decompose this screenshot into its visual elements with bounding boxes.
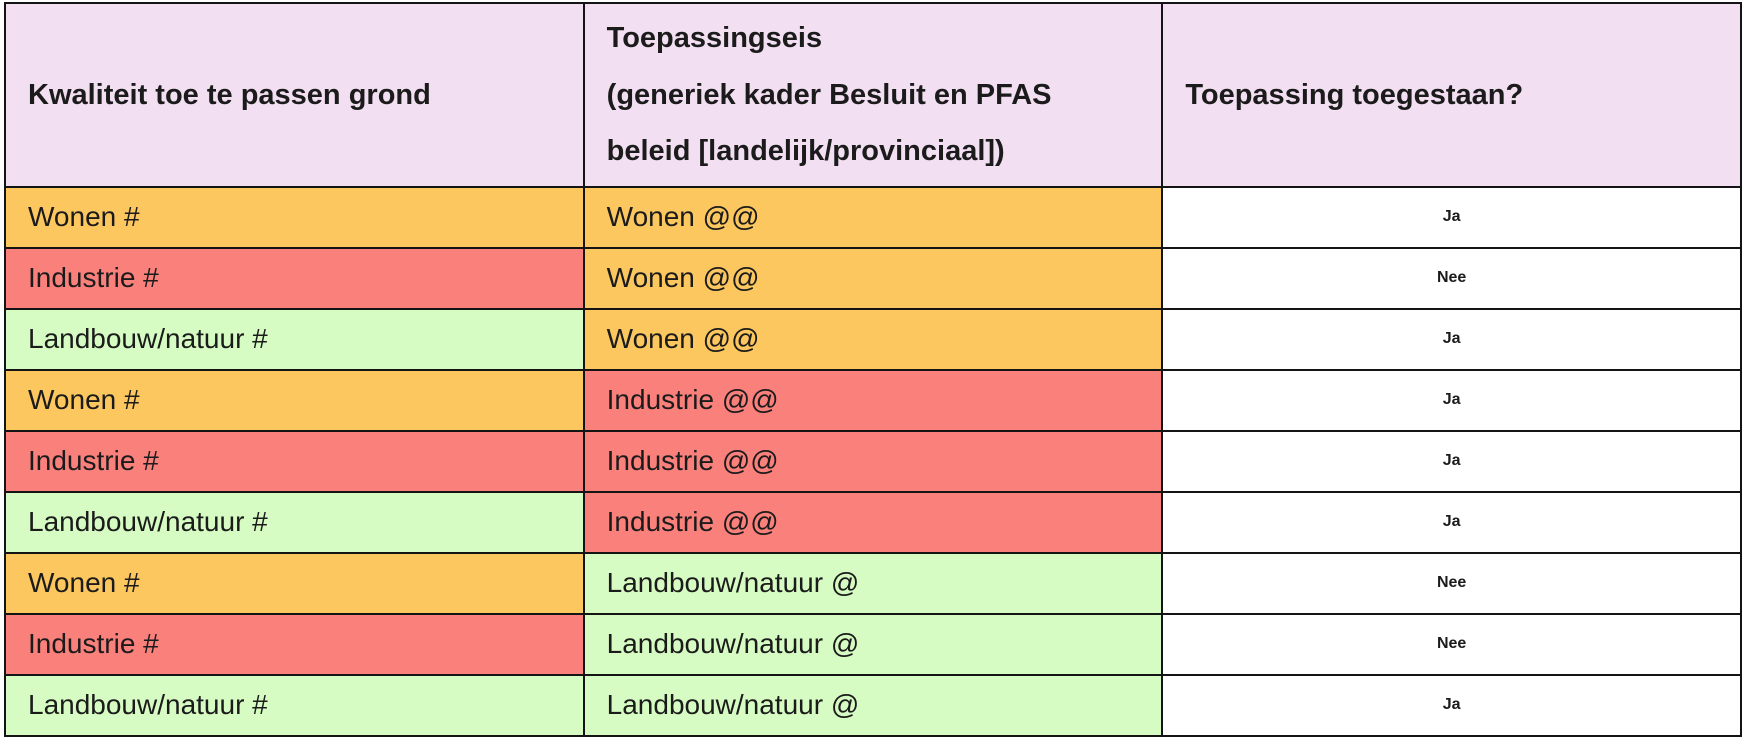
toepassing-toegestaan-cell: Ja [1161,673,1742,737]
kwaliteit-grond-cell: Industrie # [4,246,585,310]
toepassing-toegestaan-cell: Nee [1161,612,1742,676]
table-row: Landbouw/natuur # Wonen @@ Ja [4,307,1742,371]
toepassingseis-cell: Wonen @@ [582,307,1164,371]
toepassing-toegestaan-cell: Nee [1161,551,1742,615]
toepassingseis-cell: Wonen @@ [582,185,1164,249]
kwaliteit-grond-cell: Landbouw/natuur # [4,490,585,554]
table-row: Wonen # Landbouw/natuur @ Nee [4,551,1742,615]
toepassingseis-cell: Landbouw/natuur @ [582,612,1164,676]
column-header-kwaliteit-grond: Kwaliteit toe te passen grond [4,2,585,188]
table-row: Industrie # Wonen @@ Nee [4,246,1742,310]
kwaliteit-grond-cell: Landbouw/natuur # [4,307,585,371]
kwaliteit-grond-cell: Wonen # [4,185,585,249]
toepassing-toegestaan-cell: Ja [1161,307,1742,371]
kwaliteit-grond-cell: Wonen # [4,368,585,432]
toepassingseis-cell: Industrie @@ [582,368,1164,432]
table-row: Industrie # Landbouw/natuur @ Nee [4,612,1742,676]
kwaliteit-grond-cell: Wonen # [4,551,585,615]
table-row: Wonen # Industrie @@ Ja [4,368,1742,432]
toepassingseis-cell: Landbouw/natuur @ [582,551,1164,615]
kwaliteit-grond-cell: Landbouw/natuur # [4,673,585,737]
table-row: Landbouw/natuur # Industrie @@ Ja [4,490,1742,554]
toepassing-toegestaan-cell: Nee [1161,246,1742,310]
toepassingseis-cell: Industrie @@ [582,429,1164,493]
soil-application-rules-table: Kwaliteit toe te passen grond Toepassing… [4,2,1742,737]
table-body: Wonen # Wonen @@ Ja Industrie # Wonen @@ Nee L… [4,185,1742,737]
toepassingseis-cell: Wonen @@ [582,246,1164,310]
kwaliteit-grond-cell: Industrie # [4,612,585,676]
toepassing-toegestaan-cell: Ja [1161,368,1742,432]
column-header-toepassing-toegestaan: Toepassing toegestaan? [1161,2,1742,188]
table-row: Industrie # Industrie @@ Ja [4,429,1742,493]
table-row: Landbouw/natuur # Landbouw/natuur @ Ja [4,673,1742,737]
toepassing-toegestaan-cell: Ja [1161,429,1742,493]
toepassing-toegestaan-cell: Ja [1161,185,1742,249]
toepassing-toegestaan-cell: Ja [1161,490,1742,554]
table-row: Wonen # Wonen @@ Ja [4,185,1742,249]
header-row: Kwaliteit toe te passen grond Toepassing… [4,2,1742,188]
kwaliteit-grond-cell: Industrie # [4,429,585,493]
toepassingseis-cell: Landbouw/natuur @ [582,673,1164,737]
column-header-toepassingseis: Toepassingseis (generiek kader Besluit e… [582,2,1164,188]
toepassingseis-cell: Industrie @@ [582,490,1164,554]
